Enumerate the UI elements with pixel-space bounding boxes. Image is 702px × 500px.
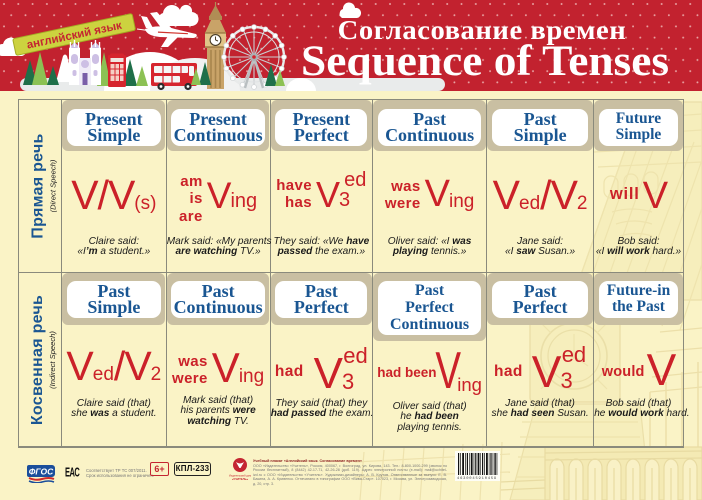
svg-text:ФГОС: ФГОС (29, 467, 54, 477)
svg-text:«УЧИТЕЛЬ»: «УЧИТЕЛЬ» (232, 477, 249, 481)
svg-text:4630045910459: 4630045910459 (457, 477, 497, 481)
svg-text:Издательский дом: Издательский дом (229, 474, 251, 478)
